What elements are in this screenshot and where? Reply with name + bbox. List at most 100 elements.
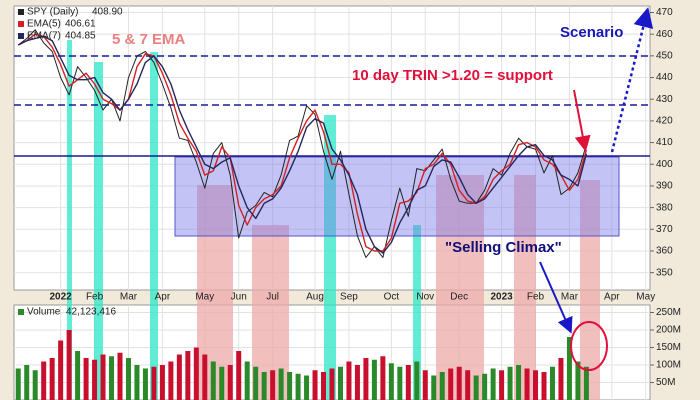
volume-bar xyxy=(465,370,471,400)
volume-bar xyxy=(575,361,581,400)
volume-bar xyxy=(15,368,21,400)
volume-bar xyxy=(295,373,301,400)
arrow xyxy=(610,7,654,153)
volume-bar xyxy=(75,351,81,400)
x-tick-label: Feb xyxy=(527,292,545,303)
x-tick-label: 2022 xyxy=(50,292,73,303)
volume-bar xyxy=(448,368,454,400)
annotation: 5 & 7 EMA xyxy=(112,31,186,48)
volume-bar xyxy=(456,366,462,400)
volume-bar xyxy=(92,359,98,400)
legend-swatch xyxy=(18,9,24,15)
volume-bar xyxy=(337,366,343,400)
legend-swatch xyxy=(18,309,24,315)
volume-bar xyxy=(24,365,30,400)
x-tick-label: 2023 xyxy=(490,292,513,303)
volume-bar xyxy=(58,340,64,400)
volume-bar xyxy=(109,356,115,400)
legend-value: 404.85 xyxy=(65,31,96,42)
volume-bar xyxy=(142,368,148,400)
volume-bar xyxy=(134,365,140,400)
x-tick-label: Dec xyxy=(450,292,468,303)
volume-bar xyxy=(304,375,310,400)
volume-bar xyxy=(83,358,89,400)
x-tick-label: May xyxy=(195,292,214,303)
volume-bar xyxy=(346,361,352,400)
volume-bar xyxy=(168,361,174,400)
volume-bar xyxy=(524,368,530,400)
trin-band xyxy=(150,52,158,400)
x-tick-label: Nov xyxy=(416,292,434,303)
volume-bar xyxy=(541,372,547,400)
volume-bar xyxy=(490,368,496,400)
volume-bar xyxy=(405,365,411,400)
x-tick-label: Sep xyxy=(340,292,358,303)
volume-bar xyxy=(41,361,47,400)
volume-bar xyxy=(287,372,293,400)
volume-bar xyxy=(100,354,106,400)
volume-bar xyxy=(558,358,564,400)
y-tick-label: 400 xyxy=(656,159,673,170)
label-layer: 350 360 370 380 390 400 410 420 430 440 450 460 470 5… xyxy=(18,7,681,388)
y-tick-label: 380 xyxy=(656,202,673,213)
y-tick-label: 440 xyxy=(656,72,673,83)
volume-bar xyxy=(270,370,276,400)
volume-bar xyxy=(363,358,369,400)
volume-bar xyxy=(566,337,572,400)
y-tick-label: 200M xyxy=(656,325,681,336)
x-tick-label: Apr xyxy=(155,292,171,303)
legend-label: EMA(7) xyxy=(27,31,61,42)
volume-bar xyxy=(210,361,216,400)
support-box xyxy=(174,156,620,237)
y-tick-label: 350 xyxy=(656,267,673,278)
y-tick-label: 250M xyxy=(656,307,681,318)
volume-bar xyxy=(431,375,437,400)
trin-band xyxy=(324,115,336,400)
climax-circle xyxy=(570,321,608,371)
arrow xyxy=(573,89,591,152)
volume-bar xyxy=(312,370,318,400)
volume-bar xyxy=(549,366,555,400)
climax-band xyxy=(580,180,600,400)
volume-bar xyxy=(533,370,539,400)
x-tick-label: Mar xyxy=(561,292,579,303)
x-tick-label: Mar xyxy=(120,292,138,303)
y-tick-label: 430 xyxy=(656,94,673,105)
trin-band xyxy=(67,40,72,400)
volume-bar xyxy=(439,372,445,400)
volume-bar xyxy=(499,370,505,400)
volume-bar xyxy=(414,361,420,400)
volume-bar xyxy=(244,361,250,400)
x-tick-label: Jun xyxy=(231,292,247,303)
x-tick-label: Oct xyxy=(384,292,400,303)
x-tick-label: May xyxy=(636,292,655,303)
legend-value: 42,123,416 xyxy=(66,307,116,318)
plot-layer xyxy=(15,29,589,400)
legend-swatch xyxy=(18,33,24,39)
volume-bar xyxy=(151,366,157,400)
legend-label: Volume xyxy=(27,307,61,318)
annotation: "Selling Climax" xyxy=(445,239,562,256)
series-line xyxy=(17,35,588,254)
y-tick-label: 50M xyxy=(656,377,675,388)
trin-band xyxy=(94,62,103,400)
legend-value: 408.90 xyxy=(92,7,123,18)
y-tick-label: 360 xyxy=(656,246,673,257)
legend-value: 406.61 xyxy=(65,19,96,30)
volume-bar xyxy=(507,366,513,400)
volume-bar xyxy=(354,365,360,400)
trin-band xyxy=(413,225,421,400)
x-tick-label: Jul xyxy=(266,292,279,303)
volume-bar xyxy=(219,366,225,400)
volume-bar xyxy=(227,365,233,400)
y-tick-label: 420 xyxy=(656,116,673,127)
climax-band xyxy=(436,175,484,400)
climax-band xyxy=(514,175,536,400)
x-tick-label: Feb xyxy=(86,292,104,303)
volume-bar xyxy=(278,368,284,400)
volume-bar xyxy=(371,359,377,400)
y-tick-label: 450 xyxy=(656,51,673,62)
x-tick-label: Aug xyxy=(306,292,324,303)
